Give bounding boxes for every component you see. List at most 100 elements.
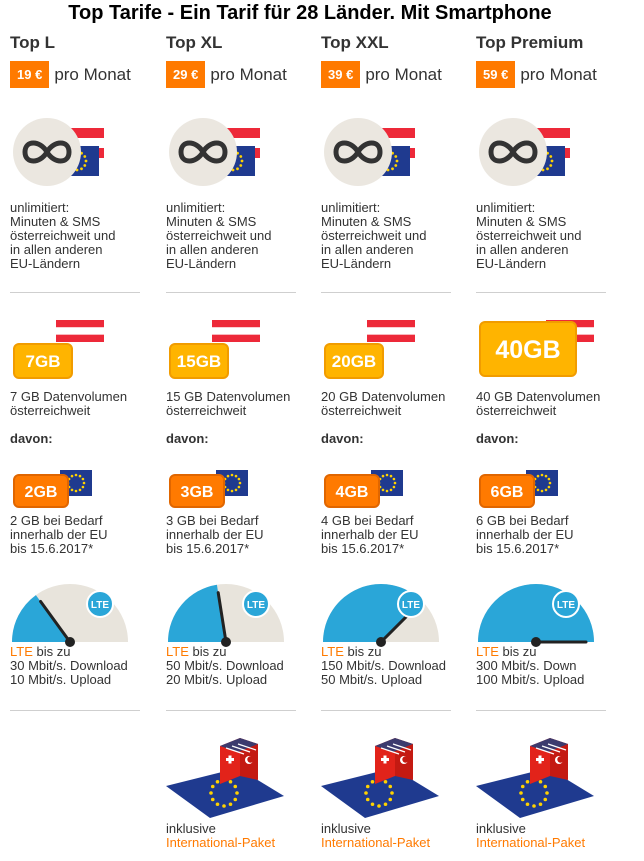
eu-data-icon: 4GB (324, 470, 403, 508)
unlimited-text: unlimitiert: Minuten & SMS österreichweit … (10, 201, 160, 271)
davon-label: davon: (476, 431, 519, 446)
lte-speed-line: 50 Mbit/s. Upload (321, 672, 423, 687)
divider (10, 710, 140, 711)
international-package-link[interactable]: International-Paket (166, 835, 276, 850)
lte-gauge-icon: LTE (478, 584, 594, 647)
davon-label: davon: (166, 431, 209, 446)
eu-data-text-line: 2 GB bei Bedarf (10, 513, 103, 528)
data-volume-text-line: 20 GB Datenvolumen (321, 389, 446, 404)
lte-text: LTE bis zu 50 Mbit/s. Download 20 Mbit/s. … (166, 645, 316, 687)
infinity-icon (479, 118, 570, 186)
data-volume-text-line: österreichweit (321, 403, 402, 418)
lte-word: LTE (476, 644, 499, 659)
unlimited-text-line: in allen anderen (10, 242, 103, 257)
unlimited-text: unlimitiert: Minuten & SMS österreichweit … (321, 201, 471, 271)
lte-word: LTE (10, 644, 33, 659)
unlimited-text-line: EU-Ländern (321, 256, 392, 271)
infinity-icon (169, 118, 260, 186)
data-volume-text: 7 GB Datenvolumen österreichweit (10, 390, 160, 418)
eu-data-text: 2 GB bei Bedarf innerhalb der EU bis 15.6.… (10, 514, 160, 556)
lte-badge-label: LTE (247, 600, 265, 611)
infinity-icon (13, 118, 104, 186)
data-volume-text: 20 GB Datenvolumen österreichweit (321, 390, 471, 418)
eu-data-text-line: bis 15.6.2017* (321, 541, 405, 556)
divider (166, 710, 296, 711)
data-volume-label: 15GB (177, 352, 221, 371)
divider (321, 292, 451, 293)
per-month-label: pro Monat (210, 64, 287, 84)
data-volume-text-line: 15 GB Datenvolumen (166, 389, 291, 404)
eu-data-label: 3GB (181, 484, 214, 501)
plan-name: Top Premium (476, 33, 584, 52)
lte-text: LTE bis zu 150 Mbit/s. Download 50 Mbit/s.… (321, 645, 471, 687)
international-line: inklusive (166, 821, 216, 836)
lte-gauge-icon: LTE (168, 584, 284, 647)
lte-gauge-icon: LTE (12, 584, 128, 647)
international-package-link[interactable]: International-Paket (321, 835, 431, 850)
unlimited-text-line: unlimitiert: (10, 200, 70, 215)
davon-label: davon: (10, 431, 53, 446)
lte-badge-label: LTE (402, 600, 420, 611)
lte-suffix: bis zu (188, 644, 227, 659)
international-text: inklusive International-Paket (476, 822, 626, 850)
unlimited-text-line: Minuten & SMS (10, 214, 101, 229)
data-volume-icon: 15GB (169, 320, 260, 379)
international-package-link[interactable]: International-Paket (476, 835, 586, 850)
lte-text: LTE bis zu 300 Mbit/s. Down 100 Mbit/s. Up… (476, 645, 626, 687)
plan-column: Top L 19 € pro Monat unlimitiert: Minuten & … (10, 0, 160, 861)
data-volume-text-line: 7 GB Datenvolumen (10, 389, 128, 404)
unlimited-text-line: in allen anderen (321, 242, 414, 257)
divider (10, 292, 140, 293)
plan-column: Top XL 29 € pro Monat unlimitiert: Minuten &… (166, 0, 316, 861)
unlimited-text-line: unlimitiert: (166, 200, 226, 215)
international-map-icon (476, 738, 594, 818)
plan-column: Top XXL 39 € pro Monat unlimitiert: Minuten … (321, 0, 471, 861)
data-volume-icon: 7GB (13, 320, 104, 379)
unlimited-text-line: in allen anderen (476, 242, 569, 257)
data-volume-label: 7GB (26, 352, 61, 371)
eu-data-text: 3 GB bei Bedarf innerhalb der EU bis 15.6.… (166, 514, 316, 556)
unlimited-text-line: EU-Ländern (476, 256, 547, 271)
per-month-label: pro Monat (365, 64, 442, 84)
unlimited-text-line: unlimitiert: (476, 200, 536, 215)
eu-data-label: 4GB (336, 484, 369, 501)
eu-data-icon: 2GB (13, 470, 92, 508)
international-line: inklusive (321, 821, 371, 836)
lte-speed-line: 100 Mbit/s. Upload (476, 672, 585, 687)
international-map-icon (321, 738, 439, 818)
eu-data-text-line: innerhalb der EU (10, 527, 108, 542)
unlimited-text-line: Minuten & SMS (166, 214, 257, 229)
per-month-label: pro Monat (520, 64, 597, 84)
eu-data-text-line: innerhalb der EU (166, 527, 264, 542)
price-row: 59 € pro Monat (476, 61, 597, 88)
international-text: inklusive International-Paket (166, 822, 316, 850)
eu-data-text-line: bis 15.6.2017* (166, 541, 250, 556)
data-volume-text-line: 40 GB Datenvolumen (476, 389, 601, 404)
eu-data-label: 2GB (25, 484, 58, 501)
international-line: inklusive (476, 821, 526, 836)
lte-heading: LTE bis zu (476, 645, 626, 659)
page-title: Top Tarife - Ein Tarif für 28 Länder. Mi… (68, 2, 552, 24)
unlimited-text-line: in allen anderen (166, 242, 259, 257)
data-volume-text-line: österreichweit (166, 403, 247, 418)
lte-heading: LTE bis zu (321, 645, 471, 659)
infinity-icon (324, 118, 415, 186)
international-text: inklusive International-Paket (321, 822, 471, 850)
divider (476, 292, 606, 293)
plan-name: Top XXL (321, 33, 389, 52)
eu-data-text-line: 3 GB bei Bedarf (166, 513, 259, 528)
lte-heading: LTE bis zu (10, 645, 160, 659)
lte-text: LTE bis zu 30 Mbit/s. Download 10 Mbit/s. … (10, 645, 160, 687)
eu-data-text-line: bis 15.6.2017* (10, 541, 94, 556)
lte-speed-line: 30 Mbit/s. Download (10, 658, 128, 673)
price-badge: 59 € (476, 61, 516, 88)
lte-speed-line: 20 Mbit/s. Upload (166, 672, 268, 687)
lte-badge-label: LTE (91, 600, 109, 611)
divider (476, 710, 606, 711)
plan-name: Top XL (166, 33, 223, 52)
eu-data-text-line: bis 15.6.2017* (476, 541, 560, 556)
eu-data-text: 6 GB bei Bedarf innerhalb der EU bis 15.6.… (476, 514, 626, 556)
eu-data-text: 4 GB bei Bedarf innerhalb der EU bis 15.6.… (321, 514, 471, 556)
lte-speed-line: 50 Mbit/s. Download (166, 658, 284, 673)
unlimited-text-line: EU-Ländern (10, 256, 81, 271)
